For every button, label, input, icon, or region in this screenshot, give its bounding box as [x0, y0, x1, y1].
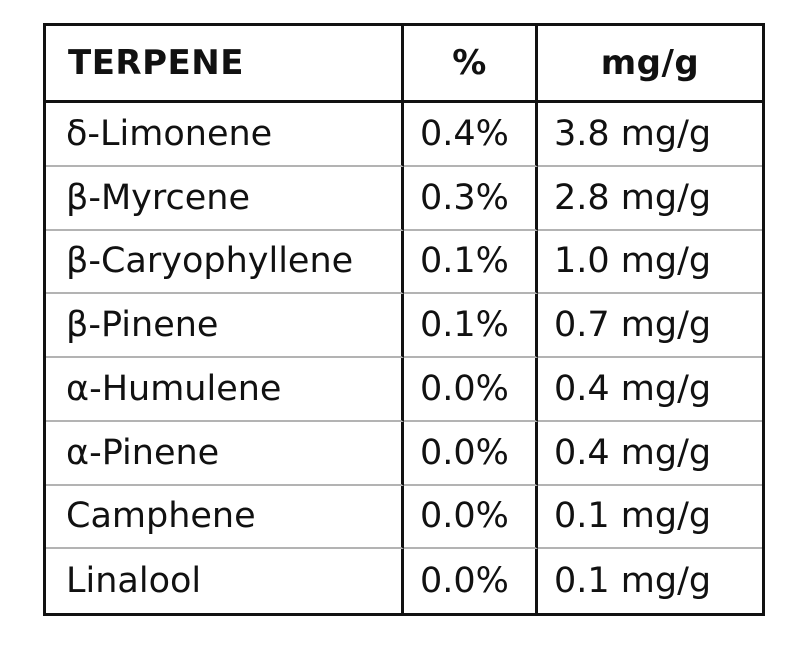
- row-terpene-name: α-Pinene: [46, 421, 404, 486]
- row-terpene-name: α-Humulene: [46, 358, 404, 422]
- terpene-table: TERPENE % mg/g δ-Limonene 0.4% 3.8 mg/g …: [43, 23, 765, 616]
- row-mg-per-g: 0.1 mg/g: [554, 561, 712, 602]
- header-percent: %: [404, 26, 538, 103]
- row-mg-per-g: 0.7 mg/g: [538, 294, 762, 358]
- row-percent: 0.1%: [404, 230, 538, 295]
- row-mg-per-g: 0.1 mg/g: [538, 486, 762, 550]
- row-percent: 0.1%: [404, 294, 538, 358]
- row-percent: 0.3%: [404, 166, 538, 231]
- header-mg-per-g: mg/g: [538, 26, 762, 103]
- row-terpene-name: Camphene: [46, 485, 404, 550]
- row-terpene-name: β-Pinene: [46, 294, 404, 358]
- row-terpene-name: δ-Limonene: [46, 103, 404, 167]
- header-terpene: TERPENE: [46, 26, 404, 103]
- row-percent: 0.0%: [404, 549, 538, 613]
- row-mg-per-g: 0.4 mg/g: [538, 422, 762, 486]
- row-percent: 0.0%: [404, 358, 538, 422]
- row-terpene-name: Linalool: [46, 549, 404, 613]
- row-terpene-name: β-Caryophyllene: [46, 230, 404, 295]
- row-mg-per-g: 0.4 mg/g: [538, 358, 762, 422]
- row-mg-per-g: 1.0 mg/g: [538, 231, 762, 295]
- row-percent: 0.0%: [404, 485, 538, 550]
- row-mg-per-g: 3.8 mg/g: [538, 103, 762, 167]
- row-mg-per-g: 2.8 mg/g: [538, 167, 762, 231]
- row-percent: 0.0%: [404, 421, 538, 486]
- row-percent: 0.4%: [404, 103, 538, 167]
- row-terpene-name: β-Myrcene: [46, 166, 404, 231]
